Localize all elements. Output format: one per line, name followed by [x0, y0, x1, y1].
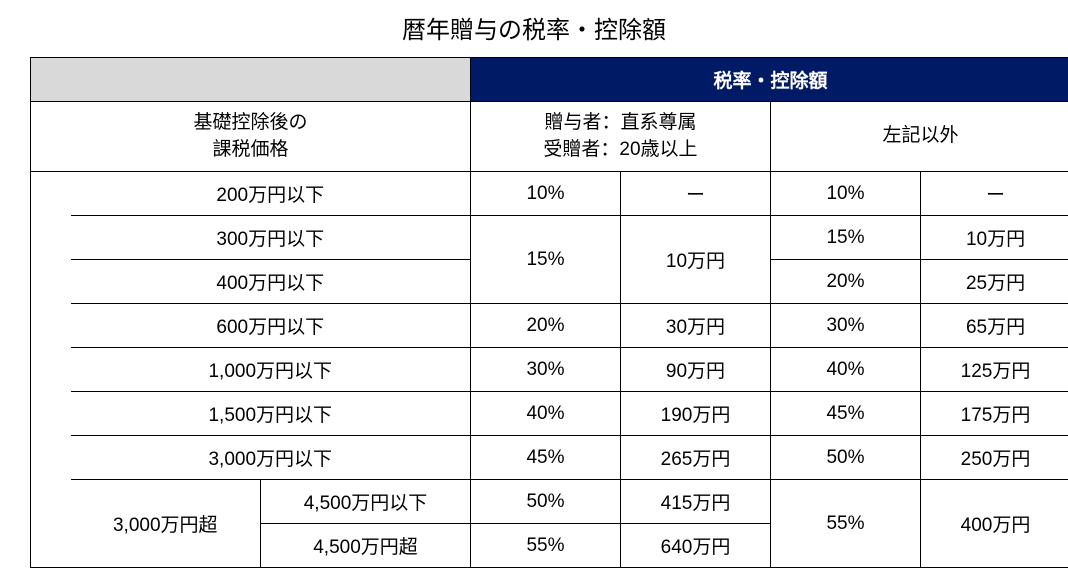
indent-cell — [31, 524, 71, 568]
rate-cell: 45% — [471, 436, 621, 480]
deduction-cell: ー — [621, 172, 771, 216]
indent-cell — [31, 216, 71, 260]
table-row: 1,500万円以下 40% 190万円 45% 175万円 — [31, 392, 1068, 436]
rate-cell: 55% — [471, 524, 621, 568]
header-other: 左記以外 — [771, 102, 1068, 172]
deduction-cell: 30万円 — [621, 304, 771, 348]
rate-cell: 50% — [471, 480, 621, 524]
table-row: 3,000万円超 4,500万円以下 50% 415万円 55% 400万円 — [31, 480, 1068, 524]
indent-cell — [31, 480, 71, 524]
bracket-cell: 600万円以下 — [71, 304, 471, 348]
indent-cell — [31, 304, 71, 348]
rate-cell: 30% — [471, 348, 621, 392]
rate-cell: 10% — [471, 172, 621, 216]
header-direct-lineal: 贈与者：直系尊属 受贈者：20歳以上 — [471, 102, 771, 172]
deduction-cell: 10万円 — [621, 216, 771, 304]
indent-cell — [31, 348, 71, 392]
deduction-cell: 25万円 — [921, 260, 1068, 304]
rate-cell: 50% — [771, 436, 921, 480]
rate-cell: 15% — [471, 216, 621, 304]
page-title: 暦年贈与の税率・控除額 — [30, 10, 1038, 45]
rate-cell: 30% — [771, 304, 921, 348]
indent-cell — [31, 172, 71, 216]
table-row: 300万円以下 15% 10万円 15% 10万円 — [31, 216, 1068, 260]
indent-cell — [31, 436, 71, 480]
deduction-cell: 65万円 — [921, 304, 1068, 348]
header-direct-line2: 受贈者：20歳以上 — [543, 139, 697, 160]
deduction-cell: 400万円 — [921, 480, 1068, 568]
rate-cell: 40% — [771, 348, 921, 392]
deduction-cell: 250万円 — [921, 436, 1068, 480]
deduction-cell: 125万円 — [921, 348, 1068, 392]
deduction-cell: 175万円 — [921, 392, 1068, 436]
header-blank-cell — [31, 58, 471, 102]
indent-cell — [31, 392, 71, 436]
deduction-cell: 190万円 — [621, 392, 771, 436]
rate-cell: 20% — [771, 260, 921, 304]
header-rate-deduction: 税率・控除額 — [471, 58, 1068, 102]
rate-cell: 40% — [471, 392, 621, 436]
rate-cell: 55% — [771, 480, 921, 568]
deduction-cell: 90万円 — [621, 348, 771, 392]
header-taxable-value: 基礎控除後の 課税価格 — [31, 102, 471, 172]
bracket-cell: 4,500万円超 — [261, 524, 471, 568]
deduction-cell: 640万円 — [621, 524, 771, 568]
table-row: 1,000万円以下 30% 90万円 40% 125万円 — [31, 348, 1068, 392]
deduction-cell: 10万円 — [921, 216, 1068, 260]
indent-cell — [31, 260, 71, 304]
rate-cell: 45% — [771, 392, 921, 436]
table-row: 600万円以下 20% 30万円 30% 65万円 — [31, 304, 1068, 348]
rate-cell: 15% — [771, 216, 921, 260]
bracket-cell: 300万円以下 — [71, 216, 471, 260]
deduction-cell: ー — [921, 172, 1068, 216]
header-taxable-value-line2: 課税価格 — [212, 139, 288, 160]
bracket-cell: 200万円以下 — [71, 172, 471, 216]
bracket-cell: 3,000万円以下 — [71, 436, 471, 480]
header-direct-line1: 贈与者：直系尊属 — [544, 112, 696, 133]
bracket-cell: 4,500万円以下 — [261, 480, 471, 524]
deduction-cell: 265万円 — [621, 436, 771, 480]
deduction-cell: 415万円 — [621, 480, 771, 524]
header-taxable-value-line1: 基礎控除後の — [193, 112, 307, 133]
bracket-cell: 1,000万円以下 — [71, 348, 471, 392]
table-row: 200万円以下 10% ー 10% ー — [31, 172, 1068, 216]
bracket-cell: 1,500万円以下 — [71, 392, 471, 436]
table-header-row: 税率・控除額 — [31, 58, 1068, 102]
bracket-cell: 400万円以下 — [71, 260, 471, 304]
table-subheader-row: 基礎控除後の 課税価格 贈与者：直系尊属 受贈者：20歳以上 左記以外 — [31, 102, 1068, 172]
table-row: 3,000万円以下 45% 265万円 50% 250万円 — [31, 436, 1068, 480]
bracket-cell: 3,000万円超 — [71, 480, 261, 568]
rate-cell: 20% — [471, 304, 621, 348]
tax-rate-table: 税率・控除額 基礎控除後の 課税価格 贈与者：直系尊属 受贈者：20歳以上 左記… — [30, 57, 1068, 568]
rate-cell: 10% — [771, 172, 921, 216]
